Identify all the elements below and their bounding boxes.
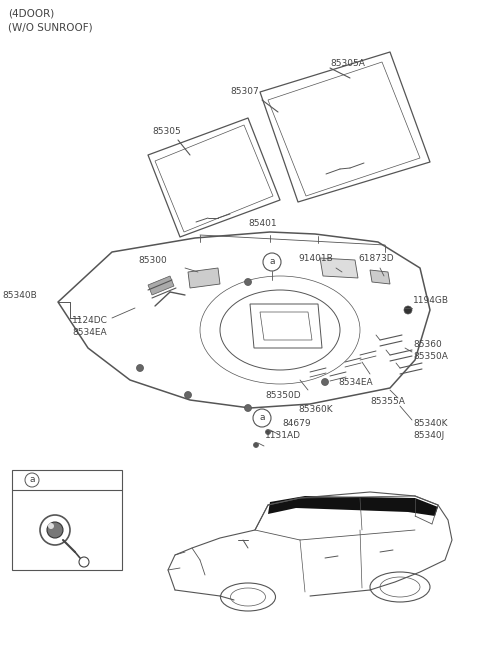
Text: a: a <box>29 475 35 485</box>
Polygon shape <box>370 270 390 284</box>
Text: 91401B: 91401B <box>298 254 333 263</box>
Text: 85350D: 85350D <box>265 391 300 400</box>
Polygon shape <box>188 268 220 288</box>
Circle shape <box>244 405 252 411</box>
Text: 85350A: 85350A <box>413 352 448 361</box>
Circle shape <box>404 306 412 314</box>
Circle shape <box>244 279 252 286</box>
Text: a: a <box>269 258 275 266</box>
Bar <box>12 470 122 570</box>
Text: 85360: 85360 <box>413 340 442 349</box>
Text: (W/O SUNROOF): (W/O SUNROOF) <box>8 22 93 32</box>
Circle shape <box>253 443 259 447</box>
Text: 8534EA: 8534EA <box>338 378 372 387</box>
Text: 1124DC: 1124DC <box>72 316 108 325</box>
Text: 85305: 85305 <box>152 127 181 136</box>
Text: 1194GB: 1194GB <box>413 296 449 305</box>
Polygon shape <box>320 258 358 278</box>
Text: 85340K: 85340K <box>413 419 447 428</box>
Text: 85340B: 85340B <box>2 291 37 300</box>
Text: 85340J: 85340J <box>413 431 444 440</box>
Circle shape <box>184 392 192 398</box>
Polygon shape <box>268 496 438 516</box>
Text: 85401: 85401 <box>248 219 276 228</box>
Polygon shape <box>148 276 174 295</box>
Text: 85360K: 85360K <box>298 405 333 414</box>
Text: 1131AD: 1131AD <box>265 431 301 440</box>
Text: 85305A: 85305A <box>330 59 365 68</box>
Circle shape <box>48 523 54 529</box>
Text: 8534EA: 8534EA <box>72 328 107 337</box>
Text: 84679: 84679 <box>282 419 311 428</box>
Circle shape <box>47 522 63 538</box>
Circle shape <box>265 430 271 434</box>
Text: 85300: 85300 <box>138 256 167 265</box>
Circle shape <box>136 364 144 371</box>
Text: 85307: 85307 <box>230 87 259 96</box>
Circle shape <box>322 379 328 385</box>
Text: 85355A: 85355A <box>370 397 405 406</box>
Text: a: a <box>259 413 265 422</box>
Text: 61873D: 61873D <box>358 254 394 263</box>
Text: (4DOOR): (4DOOR) <box>8 8 54 18</box>
